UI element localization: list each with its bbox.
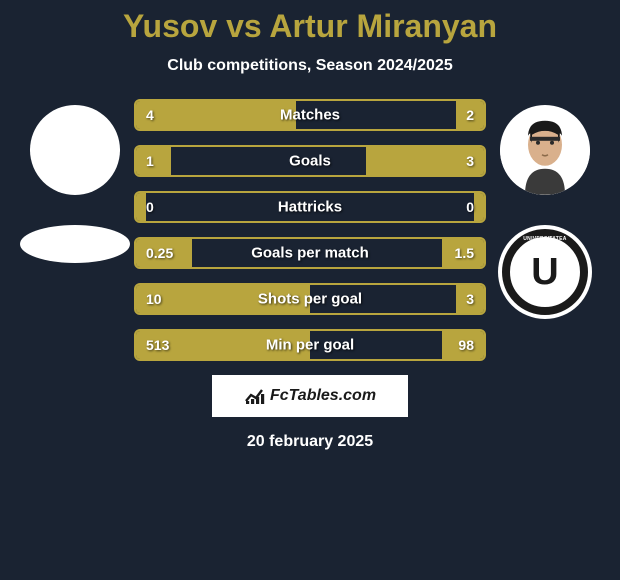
stat-left-value: 0 bbox=[146, 199, 154, 215]
stat-label: Min per goal bbox=[266, 337, 354, 354]
stat-label: Goals bbox=[289, 153, 331, 170]
stat-row: 0.25 1.5 Goals per match bbox=[134, 237, 486, 269]
stat-left-value: 1 bbox=[146, 153, 154, 169]
stat-row: 4 2 Matches bbox=[134, 99, 486, 131]
face-icon bbox=[500, 107, 590, 195]
stat-row: 513 98 Min per goal bbox=[134, 329, 486, 361]
stat-label: Goals per match bbox=[251, 245, 369, 262]
stat-right-value: 3 bbox=[466, 291, 474, 307]
player-right-avatar bbox=[500, 105, 590, 195]
stat-right-value: 98 bbox=[458, 337, 474, 353]
stat-row: 1 3 Goals bbox=[134, 145, 486, 177]
stat-left-value: 4 bbox=[146, 107, 154, 123]
stat-left-value: 513 bbox=[146, 337, 169, 353]
watermark: FcTables.com bbox=[212, 375, 408, 417]
player-left-club-placeholder bbox=[20, 225, 130, 263]
stat-left-value: 10 bbox=[146, 291, 162, 307]
club-year: 1919 bbox=[538, 299, 551, 305]
player-left-avatar bbox=[30, 105, 120, 195]
stat-row: 10 3 Shots per goal bbox=[134, 283, 486, 315]
player-right-col: UNIVERSITATEA U 1919 bbox=[486, 99, 604, 319]
chart-icon bbox=[244, 387, 266, 405]
stat-label: Hattricks bbox=[278, 199, 342, 216]
stat-right-value: 0 bbox=[466, 199, 474, 215]
comparison-card: Yusov vs Artur Miranyan Club competition… bbox=[0, 0, 620, 580]
club-name-text: UNIVERSITATEA bbox=[523, 236, 566, 242]
bar-right-fill bbox=[474, 193, 484, 221]
stat-label: Shots per goal bbox=[258, 291, 362, 308]
subtitle: Club competitions, Season 2024/2025 bbox=[167, 57, 452, 75]
player-right-club-logo: UNIVERSITATEA U 1919 bbox=[498, 225, 592, 319]
stat-label: Matches bbox=[280, 107, 340, 124]
date: 20 february 2025 bbox=[247, 433, 373, 451]
bar-left-fill bbox=[136, 193, 146, 221]
stat-right-value: 2 bbox=[466, 107, 474, 123]
player-left-col bbox=[16, 99, 134, 263]
club-letter: U bbox=[531, 251, 558, 294]
page-title: Yusov vs Artur Miranyan bbox=[123, 8, 497, 45]
watermark-text: FcTables.com bbox=[270, 387, 376, 405]
stat-left-value: 0.25 bbox=[146, 245, 173, 261]
main-row: 4 2 Matches 1 3 Goals 0 0 Hattricks 0.25 1.5 Goals … bbox=[0, 99, 620, 361]
bar-left-fill bbox=[136, 101, 296, 129]
stat-row: 0 0 Hattricks bbox=[134, 191, 486, 223]
stat-right-value: 3 bbox=[466, 153, 474, 169]
stats-bars: 4 2 Matches 1 3 Goals 0 0 Hattricks 0.25 1.5 Goals … bbox=[134, 99, 486, 361]
stat-right-value: 1.5 bbox=[455, 245, 474, 261]
